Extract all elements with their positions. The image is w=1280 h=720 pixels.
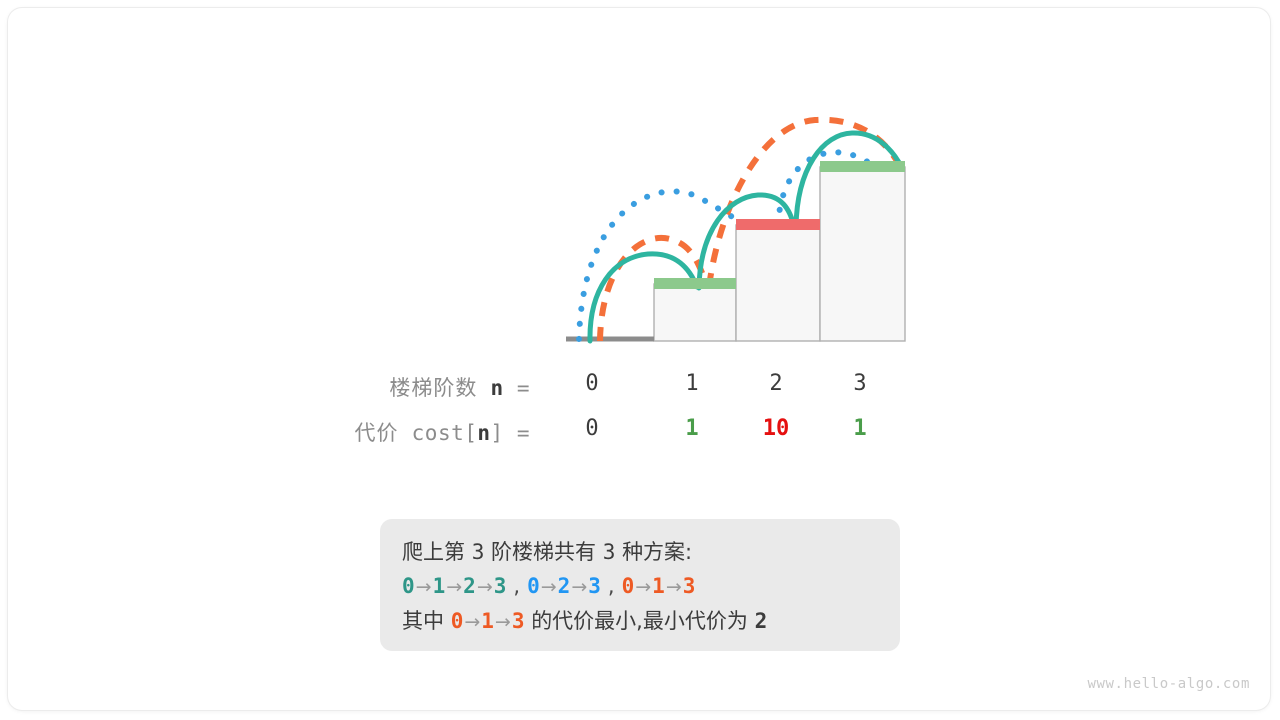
stairs-value-2: 2: [769, 371, 783, 396]
teal-arc-1-2: [696, 192, 797, 291]
path-b-node-1: 2: [557, 574, 571, 598]
path-separator-2: ,: [607, 574, 615, 598]
cost-array-label: 代价 cost[n] =: [280, 417, 530, 447]
arrow-icon: →: [476, 576, 493, 598]
line3-middle: 的代价最小,最小代价为: [531, 609, 748, 633]
stairs-value-0: 0: [585, 371, 599, 396]
stairs-value-1: 1: [685, 371, 699, 396]
path-b-node-2: 3: [588, 574, 601, 598]
explanation-line-1: 爬上第 3 阶楼梯共有 3 种方案:: [402, 535, 900, 569]
arrow-icon: →: [464, 611, 481, 633]
path-a-node-1: 1: [432, 574, 446, 598]
line1-part1: 爬上第: [402, 540, 465, 564]
path-b-node-0: 0: [527, 574, 540, 598]
step-1-body: [653, 283, 737, 342]
cost-value-0: 0: [585, 416, 599, 441]
cost-array-label-post: ]: [490, 421, 504, 445]
best-path-node-0: 0: [450, 609, 464, 633]
cost-array-label-var: n: [477, 421, 491, 445]
stairs-count-label-cjk: 楼梯阶数: [389, 376, 478, 400]
arrow-icon: →: [494, 611, 511, 633]
tread-step-2-red: [736, 219, 820, 230]
line1-part3: 种方案:: [622, 540, 693, 564]
path-teal-solid: [587, 130, 905, 344]
teal-arc-2-3: [793, 130, 905, 230]
arrow-icon: →: [635, 576, 652, 598]
tread-step-1-green: [654, 278, 736, 289]
cost-value-2: 10: [762, 416, 790, 441]
best-path-node-1: 1: [481, 609, 494, 633]
step-2-body: [735, 224, 821, 342]
arrow-icon: →: [571, 576, 588, 598]
watermark: www.hello-algo.com: [1087, 676, 1250, 692]
cost-array-label-eq: =: [516, 421, 530, 445]
path-c-node-1: 1: [652, 574, 665, 598]
cost-value-3: 1: [853, 416, 867, 441]
step-treads: [654, 161, 905, 289]
stairs-value-3: 3: [853, 371, 867, 396]
stairs-count-label: 楼梯阶数 n =: [280, 372, 530, 402]
cost-array-label-cjk: 代价: [354, 421, 399, 445]
explanation-box: 爬上第 3 阶楼梯共有 3 种方案: 0→1→2→3, 0→2→3, 0→1→3 其…: [380, 519, 900, 651]
path-c-node-2: 3: [682, 574, 696, 598]
cost-array-label-pre: cost[: [411, 421, 478, 445]
tread-step-3-green: [820, 161, 905, 172]
path-a-node-0: 0: [402, 574, 415, 598]
stairs-count-label-eq: =: [516, 376, 530, 400]
blue-arc-2-3: [775, 149, 903, 228]
line1-part2: 阶楼梯共有: [491, 540, 597, 564]
step-3-body: [819, 166, 906, 342]
path-a-node-2: 2: [463, 574, 476, 598]
arrow-icon: →: [665, 576, 682, 598]
explanation-line-2: 0→1→2→3, 0→2→3, 0→1→3: [402, 569, 900, 604]
line1-num2: 3: [602, 540, 616, 564]
path-a-node-3: 3: [493, 574, 507, 598]
arrow-icon: →: [446, 576, 463, 598]
path-c-node-0: 0: [621, 574, 635, 598]
line1-num1: 3: [471, 540, 485, 564]
best-path-node-2: 3: [511, 609, 525, 633]
teal-arc-0-1: [587, 251, 700, 344]
arrow-icon: →: [415, 576, 432, 598]
min-cost-value: 2: [754, 609, 768, 633]
arrow-icon: →: [540, 576, 557, 598]
path-separator-1: ,: [513, 574, 521, 598]
explanation-line-3: 其中 0→1→3 的代价最小,最小代价为 2: [402, 604, 900, 639]
stairs-count-label-var: n: [490, 376, 504, 400]
cost-value-1: 1: [685, 416, 699, 441]
line3-prefix: 其中: [402, 609, 444, 633]
